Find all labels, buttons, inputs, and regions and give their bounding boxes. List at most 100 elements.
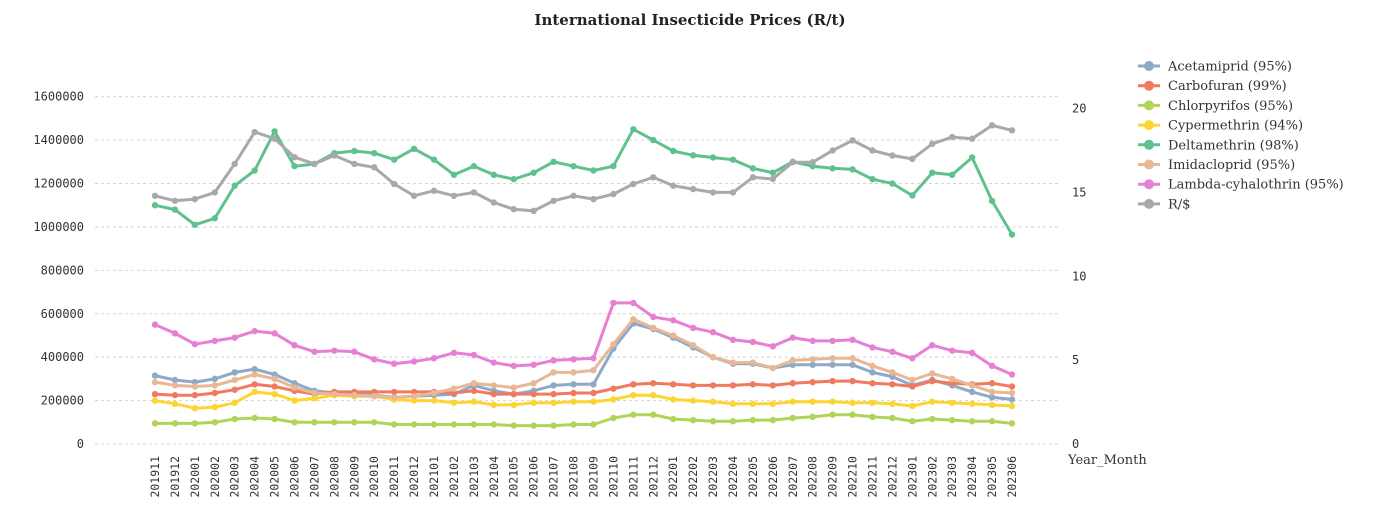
data-point <box>909 418 916 425</box>
x-tick-label: 202008 <box>327 456 341 498</box>
data-point <box>889 414 896 422</box>
data-point <box>650 136 657 144</box>
data-point <box>650 391 657 399</box>
data-point <box>988 401 996 409</box>
data-point <box>211 375 218 383</box>
data-point <box>430 187 438 194</box>
x-tick-label: 202003 <box>228 456 242 498</box>
y2-tick-label: 15 <box>1072 185 1086 199</box>
y2-tick-label: 20 <box>1072 102 1086 116</box>
data-point <box>410 145 418 152</box>
data-point <box>191 383 199 390</box>
data-point <box>849 361 856 368</box>
x-tick-label: 202002 <box>208 456 222 498</box>
data-point <box>550 158 557 166</box>
data-point <box>550 197 557 204</box>
data-point <box>769 364 777 372</box>
data-point <box>510 362 517 370</box>
data-point <box>371 419 378 426</box>
legend-item: Lambda-cyhalothrin (95%) <box>1138 178 1344 193</box>
x-tick-label: 202207 <box>786 456 800 498</box>
legend-item: Chlorpyrifos (95%) <box>1138 99 1293 114</box>
data-point <box>351 348 358 355</box>
data-point <box>630 391 637 399</box>
data-point <box>311 389 318 397</box>
data-point <box>570 398 577 405</box>
x-tick-label: 202010 <box>367 456 381 498</box>
series-imidacloprid-95 <box>151 315 1016 401</box>
data-point <box>550 369 557 376</box>
x-tick-label: 202203 <box>706 456 720 498</box>
data-point <box>789 357 796 364</box>
x-tick-label: 202306 <box>1005 456 1019 498</box>
data-point <box>829 165 836 172</box>
data-point <box>789 398 796 405</box>
data-point <box>749 165 757 172</box>
data-point <box>749 174 757 181</box>
series-line-lambda-cyhalothrin-95 <box>153 301 1014 376</box>
legend: Acetamiprid (95%) Carbofuran (99%) Chlorpy… <box>1138 60 1344 212</box>
data-point <box>829 361 836 368</box>
data-point <box>829 337 836 345</box>
x-tick-label: 202211 <box>865 456 879 498</box>
data-point <box>430 397 438 404</box>
legend-label: Lambda-cyhalothrin (95%) <box>1168 178 1344 193</box>
series-line-acetamiprid-95 <box>153 322 1014 401</box>
chart-title: International Insecticide Prices (R/t) <box>534 11 845 29</box>
data-point <box>929 342 936 349</box>
x-tick-label: 202011 <box>387 456 401 498</box>
series-line-imidacloprid-95 <box>153 317 1014 399</box>
series-r <box>151 122 1016 215</box>
data-point <box>689 185 697 193</box>
data-point <box>530 169 537 176</box>
x-tick-label: 202302 <box>925 456 939 498</box>
data-point <box>749 416 757 424</box>
legend-swatch-marker <box>1144 198 1154 209</box>
data-point <box>191 195 199 203</box>
data-point <box>849 399 856 406</box>
data-point <box>530 399 537 406</box>
data-point <box>331 390 338 398</box>
x-tick-label: 202112 <box>646 456 660 498</box>
x-tick-label: 202204 <box>726 456 740 498</box>
x-tick-label: 202004 <box>248 456 262 498</box>
y-tick-label: 200000 <box>41 394 84 408</box>
data-point <box>470 380 478 387</box>
data-point <box>988 388 996 396</box>
x-tick-label: 202303 <box>945 456 959 498</box>
data-point <box>769 382 777 389</box>
data-point <box>490 199 498 206</box>
data-point <box>829 398 836 405</box>
data-point <box>809 398 816 405</box>
data-point <box>949 399 956 406</box>
data-point <box>1008 231 1016 238</box>
data-point <box>968 418 976 425</box>
data-point <box>809 361 816 368</box>
data-point <box>510 422 517 429</box>
data-point <box>610 340 617 348</box>
x-tick-label: 202006 <box>288 456 302 498</box>
legend-label: Deltamethrin (98%) <box>1168 138 1299 153</box>
x-tick-label: 202208 <box>806 456 820 498</box>
data-point <box>630 299 637 307</box>
y-tick-label: 0 <box>77 437 84 451</box>
data-point <box>211 382 218 389</box>
data-point <box>650 411 657 418</box>
data-point <box>590 381 597 388</box>
x-tick-label: 202005 <box>268 456 282 498</box>
legend-label: R/$ <box>1168 197 1190 212</box>
data-point <box>490 421 498 428</box>
data-point <box>590 355 597 362</box>
data-point <box>949 375 956 383</box>
series-lines <box>151 122 1016 429</box>
data-point <box>530 422 537 429</box>
data-point <box>729 336 737 344</box>
data-point <box>829 377 836 385</box>
x-tick-label: 201912 <box>168 456 182 498</box>
data-point <box>689 416 697 424</box>
data-point <box>291 342 298 349</box>
data-point <box>949 416 956 424</box>
data-point <box>171 206 179 213</box>
data-point <box>729 400 737 408</box>
data-point <box>968 400 976 408</box>
